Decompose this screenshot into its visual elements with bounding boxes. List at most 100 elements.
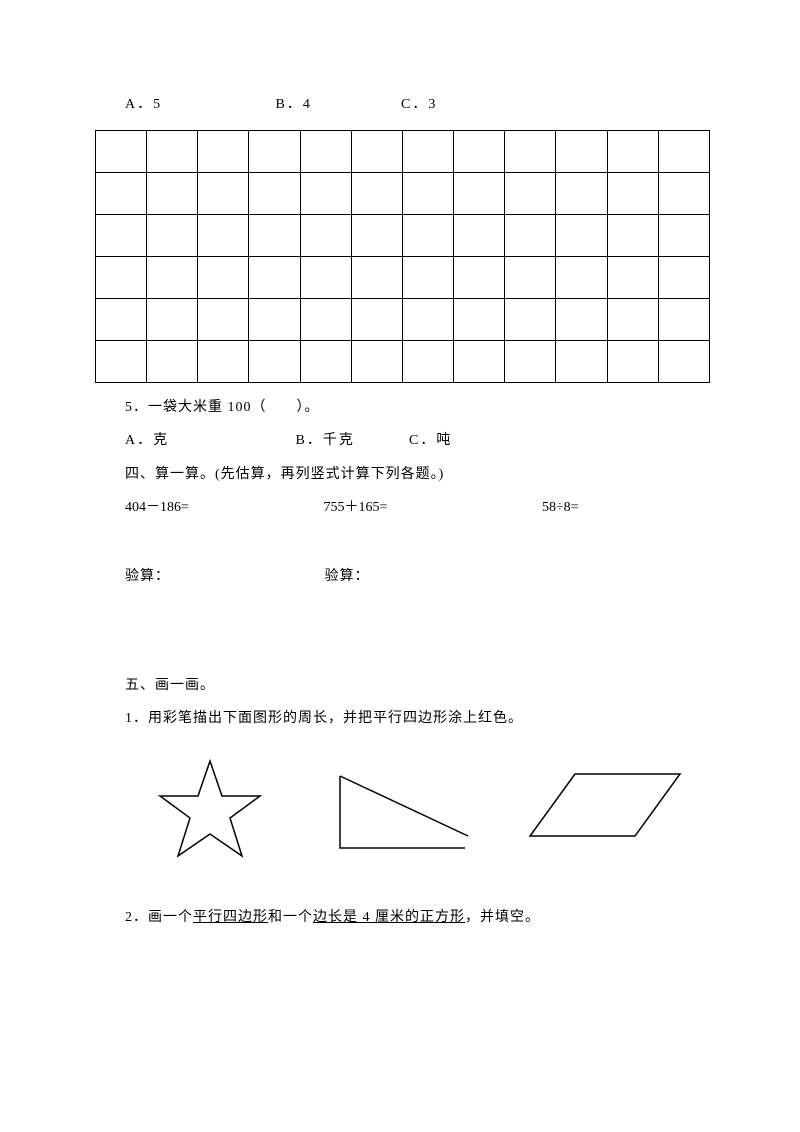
grid-cell bbox=[351, 298, 402, 340]
section4-equations: 404－186= 755＋165= 58÷8= bbox=[125, 491, 710, 525]
grid-cell bbox=[147, 298, 198, 340]
grid-cell bbox=[96, 256, 147, 298]
parallelogram-shape bbox=[520, 766, 690, 846]
grid-cell bbox=[249, 214, 300, 256]
section5-q1: 1．用彩笔描出下面图形的周长，并把平行四边形涂上红色。 bbox=[125, 702, 710, 736]
check-2: 验算： bbox=[325, 560, 370, 594]
grid-cell bbox=[454, 130, 505, 172]
grid-cell bbox=[556, 214, 607, 256]
grid-cell bbox=[402, 214, 453, 256]
grid-cell bbox=[300, 214, 351, 256]
grid-cell bbox=[249, 130, 300, 172]
grid-cell bbox=[556, 340, 607, 382]
grid-cell bbox=[198, 214, 249, 256]
grid-cell bbox=[351, 130, 402, 172]
section4-title: 四、算一算。(先估算，再列竖式计算下列各题。) bbox=[125, 458, 710, 492]
grid-cell bbox=[147, 214, 198, 256]
grid-cell bbox=[96, 130, 147, 172]
q4-options: A．5 B．4 C．3 bbox=[125, 88, 710, 122]
section5-title: 五、画一画。 bbox=[125, 669, 710, 703]
q2-underline-1: 平行四边形 bbox=[193, 910, 268, 925]
q4-option-b: B．4 bbox=[276, 88, 396, 122]
grid-cell bbox=[351, 340, 402, 382]
grid-cell bbox=[556, 256, 607, 298]
grid-cell bbox=[658, 256, 709, 298]
q2-pre: 2．画一个 bbox=[125, 910, 193, 925]
grid-cell bbox=[556, 298, 607, 340]
q2-mid: 和一个 bbox=[268, 910, 313, 925]
grid-cell bbox=[351, 214, 402, 256]
grid-cell bbox=[96, 214, 147, 256]
grid-cell bbox=[351, 256, 402, 298]
q5-options: A．克 B．千克 C．吨 bbox=[125, 424, 710, 458]
grid-cell bbox=[454, 172, 505, 214]
answer-grid bbox=[95, 130, 710, 383]
equation-1: 404－186= bbox=[125, 491, 320, 525]
grid-cell bbox=[454, 298, 505, 340]
grid-cell bbox=[96, 340, 147, 382]
grid-cell bbox=[607, 214, 658, 256]
grid-cell bbox=[351, 172, 402, 214]
grid-cell bbox=[505, 130, 556, 172]
q4-option-a: A．5 bbox=[125, 88, 270, 122]
grid-cell bbox=[300, 172, 351, 214]
grid-cell bbox=[402, 340, 453, 382]
q5-option-b: B．千克 bbox=[296, 424, 404, 458]
grid-cell bbox=[607, 256, 658, 298]
q5-option-c: C．吨 bbox=[409, 424, 452, 458]
grid-cell bbox=[249, 256, 300, 298]
equation-2: 755＋165= bbox=[324, 491, 539, 525]
grid-cell bbox=[300, 340, 351, 382]
grid-cell bbox=[249, 340, 300, 382]
equation-3: 58÷8= bbox=[542, 491, 579, 525]
grid-cell bbox=[658, 214, 709, 256]
grid-cell bbox=[658, 298, 709, 340]
grid-cell bbox=[147, 340, 198, 382]
grid-cell bbox=[96, 172, 147, 214]
shapes-row bbox=[125, 756, 710, 861]
grid-cell bbox=[147, 172, 198, 214]
grid-cell bbox=[300, 256, 351, 298]
grid-cell bbox=[607, 130, 658, 172]
spacer bbox=[125, 525, 710, 560]
grid-cell bbox=[607, 172, 658, 214]
grid-cell bbox=[505, 298, 556, 340]
grid-cell bbox=[556, 130, 607, 172]
grid-cell bbox=[300, 298, 351, 340]
grid-cell bbox=[198, 130, 249, 172]
q5-stem: 5．一袋大米重 100（ ）。 bbox=[125, 391, 710, 425]
q2-post: ，并填空。 bbox=[465, 910, 540, 925]
grid-cell bbox=[402, 298, 453, 340]
grid-cell bbox=[96, 298, 147, 340]
grid-cell bbox=[505, 340, 556, 382]
grid-cell bbox=[658, 172, 709, 214]
grid-cell bbox=[454, 256, 505, 298]
grid-cell bbox=[402, 256, 453, 298]
grid-cell bbox=[505, 214, 556, 256]
grid-cell bbox=[658, 130, 709, 172]
grid-cell bbox=[505, 256, 556, 298]
triangle-shape bbox=[330, 768, 475, 858]
q2-underline-2: 边长是 4 厘米的正方形 bbox=[313, 910, 465, 925]
section4-check: 验算： 验算： bbox=[125, 560, 710, 594]
grid-cell bbox=[198, 340, 249, 382]
section5-q2: 2．画一个平行四边形和一个边长是 4 厘米的正方形，并填空。 bbox=[125, 901, 710, 935]
grid-cell bbox=[454, 340, 505, 382]
grid-cell bbox=[454, 214, 505, 256]
grid-cell bbox=[198, 256, 249, 298]
q4-option-c: C．3 bbox=[401, 88, 437, 122]
grid-cell bbox=[402, 172, 453, 214]
spacer bbox=[125, 594, 710, 669]
grid-cell bbox=[198, 172, 249, 214]
check-1: 验算： bbox=[125, 560, 320, 594]
grid-cell bbox=[147, 130, 198, 172]
grid-cell bbox=[249, 172, 300, 214]
q5-option-a: A．克 bbox=[125, 424, 290, 458]
grid-cell bbox=[249, 298, 300, 340]
page-content: A．5 B．4 C．3 5．一袋大米重 100（ ）。 A．克 B．千克 C．吨… bbox=[0, 0, 800, 934]
grid-cell bbox=[607, 298, 658, 340]
grid-cell bbox=[402, 130, 453, 172]
grid-cell bbox=[607, 340, 658, 382]
grid-cell bbox=[505, 172, 556, 214]
grid-cell bbox=[556, 172, 607, 214]
